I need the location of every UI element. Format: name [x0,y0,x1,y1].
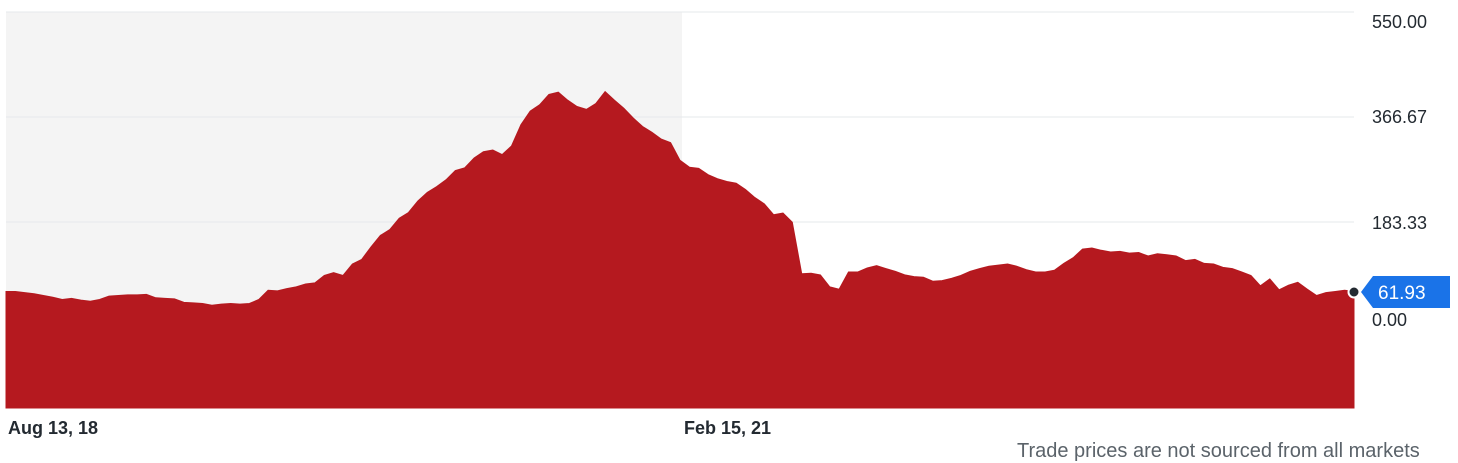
y-tick-label-0: 0.00 [1372,310,1407,330]
x-tick-label-feb-15-21: Feb 15, 21 [684,418,771,438]
price-area [5,90,1355,409]
current-price-dot [1347,285,1361,299]
y-tick-label-366: 366.67 [1372,107,1427,127]
y-tick-label-183: 183.33 [1372,213,1427,233]
x-tick-label-aug-13-18: Aug 13, 18 [8,418,98,438]
current-price-marker: 61.93 [1347,276,1450,308]
trade-prices-footnote: Trade prices are not sourced from all ma… [1017,440,1420,462]
current-price-badge [1361,276,1450,308]
current-price-label: 61.93 [1378,283,1426,304]
y-tick-label-550: 550.00 [1372,12,1427,32]
